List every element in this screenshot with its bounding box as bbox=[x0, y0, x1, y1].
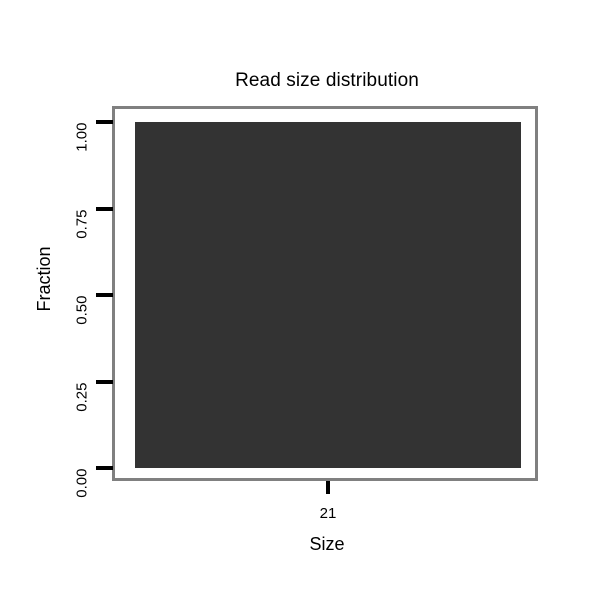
y-axis-tick-label-wrap: 1.00 bbox=[0, 115, 92, 152]
y-axis-tick-label: 0.75 bbox=[73, 209, 91, 239]
y-axis-tick bbox=[96, 379, 113, 384]
y-axis-tick-label-wrap: 0.75 bbox=[0, 202, 92, 238]
y-axis-tick bbox=[96, 293, 113, 297]
y-axis-title: Fraction bbox=[34, 246, 54, 312]
x-axis-title: Size bbox=[309, 534, 345, 554]
bar bbox=[135, 122, 521, 468]
y-axis-tick-label: 1.00 bbox=[73, 122, 91, 152]
y-axis-tick-label-wrap: 0.00 bbox=[0, 461, 92, 498]
y-axis-tick-label: 0.25 bbox=[73, 382, 91, 412]
y-axis-tick bbox=[96, 120, 113, 124]
x-axis-tick bbox=[326, 481, 330, 494]
bars-layer bbox=[115, 109, 535, 478]
y-axis-tick-label: 0.00 bbox=[73, 468, 91, 498]
y-axis-tick bbox=[96, 206, 113, 211]
x-axis-tick-label: 21 bbox=[319, 505, 337, 522]
chart-title: Read size distribution bbox=[235, 70, 419, 91]
y-axis-tick bbox=[96, 466, 113, 470]
y-axis-tick-label: 0.50 bbox=[73, 295, 91, 325]
y-axis-tick-label-wrap: 0.25 bbox=[0, 375, 92, 411]
